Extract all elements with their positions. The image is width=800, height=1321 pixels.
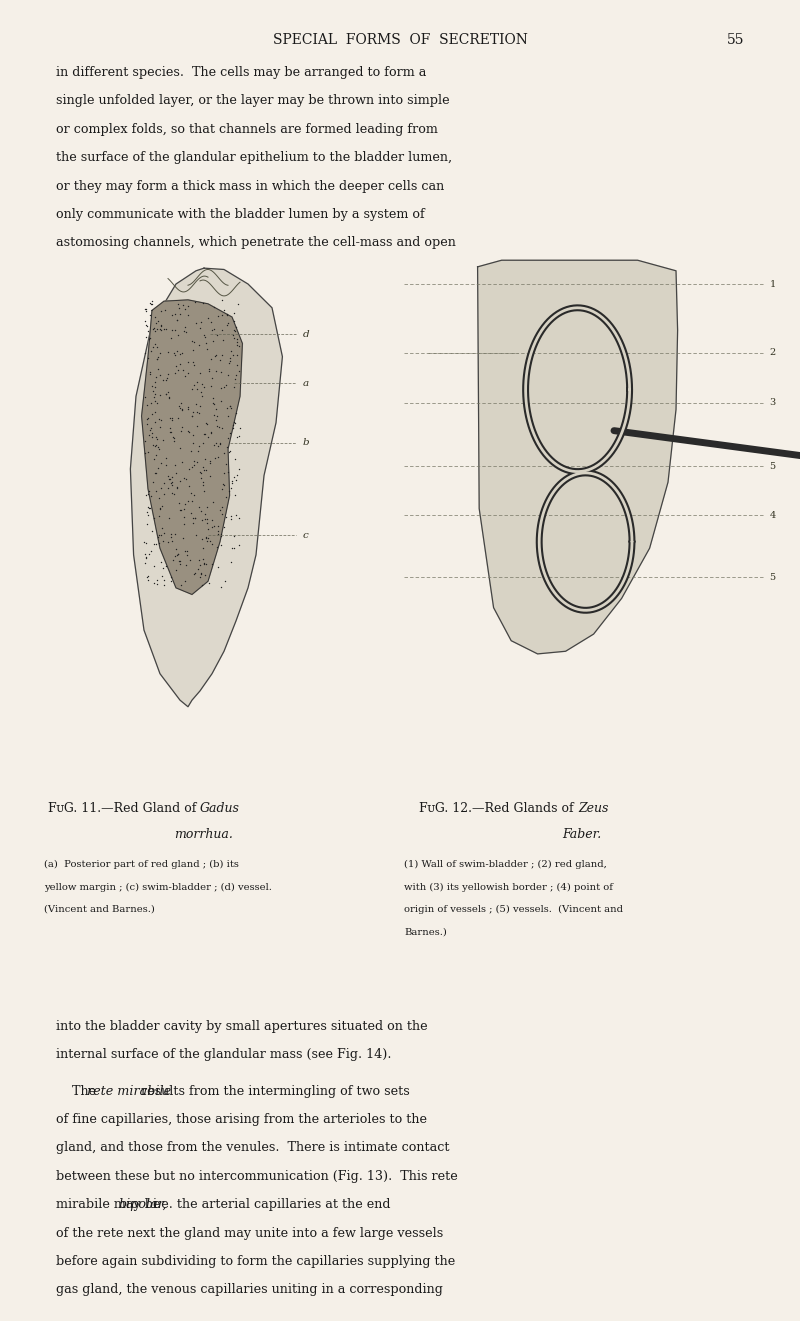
Text: 4: 4 <box>770 511 776 519</box>
Text: Faber.: Faber. <box>562 828 602 841</box>
Text: b: b <box>302 439 309 446</box>
Text: in different species.  The cells may be arranged to form a: in different species. The cells may be a… <box>56 66 426 79</box>
Text: internal surface of the glandular mass (see Fig. 14).: internal surface of the glandular mass (… <box>56 1049 391 1061</box>
Text: d: d <box>302 330 309 338</box>
Text: into the bladder cavity by small apertures situated on the: into the bladder cavity by small apertur… <box>56 1020 428 1033</box>
Polygon shape <box>478 260 678 654</box>
Text: origin of vessels ; (5) vessels.  (Vincent and: origin of vessels ; (5) vessels. (Vincen… <box>404 905 623 914</box>
Text: 1: 1 <box>770 280 776 288</box>
Text: morrhua.: morrhua. <box>174 828 234 841</box>
Text: (a)  Posterior part of red gland ; (b) its: (a) Posterior part of red gland ; (b) it… <box>44 860 239 869</box>
Text: gland, and those from the venules.  There is intimate contact: gland, and those from the venules. There… <box>56 1141 450 1155</box>
Polygon shape <box>142 300 242 594</box>
Text: astomosing channels, which penetrate the cell-mass and open: astomosing channels, which penetrate the… <box>56 236 456 250</box>
Text: Gadus: Gadus <box>200 802 240 815</box>
Text: i.e. the arterial capillaries at the end: i.e. the arterial capillaries at the end <box>149 1198 390 1211</box>
Text: FᴜG. 11.—Red Gland of: FᴜG. 11.—Red Gland of <box>48 802 200 815</box>
Text: results from the intermingling of two sets: results from the intermingling of two se… <box>138 1085 410 1098</box>
Text: rete mirabile: rete mirabile <box>87 1085 171 1098</box>
Text: The: The <box>56 1085 100 1098</box>
Text: between these but no intercommunication (Fig. 13).  This rete: between these but no intercommunication … <box>56 1170 458 1182</box>
Text: gas gland, the venous capillaries uniting in a corresponding: gas gland, the venous capillaries unitin… <box>56 1284 443 1296</box>
Text: 55: 55 <box>726 33 744 48</box>
Text: (1) Wall of swim-bladder ; (2) red gland,: (1) Wall of swim-bladder ; (2) red gland… <box>404 860 607 869</box>
Text: 2: 2 <box>770 349 776 357</box>
Text: single unfolded layer, or the layer may be thrown into simple: single unfolded layer, or the layer may … <box>56 95 450 107</box>
Text: (Vincent and Barnes.): (Vincent and Barnes.) <box>44 905 155 914</box>
Text: FᴜG. 12.—Red Glands of: FᴜG. 12.—Red Glands of <box>419 802 578 815</box>
Text: or they may form a thick mass in which the deeper cells can: or they may form a thick mass in which t… <box>56 180 444 193</box>
Text: only communicate with the bladder lumen by a system of: only communicate with the bladder lumen … <box>56 207 425 221</box>
Text: Barnes.): Barnes.) <box>404 927 447 937</box>
Polygon shape <box>130 268 282 707</box>
Text: bipolar,: bipolar, <box>118 1198 166 1211</box>
Text: with (3) its yellowish border ; (4) point of: with (3) its yellowish border ; (4) poin… <box>404 882 613 892</box>
Text: the surface of the glandular epithelium to the bladder lumen,: the surface of the glandular epithelium … <box>56 152 452 164</box>
Text: or complex folds, so that channels are formed leading from: or complex folds, so that channels are f… <box>56 123 438 136</box>
Text: of the rete next the gland may unite into a few large vessels: of the rete next the gland may unite int… <box>56 1226 443 1239</box>
Text: c: c <box>302 531 308 539</box>
Text: Zeus: Zeus <box>578 802 608 815</box>
Text: 5: 5 <box>770 573 776 581</box>
Text: mirabile may be: mirabile may be <box>56 1198 165 1211</box>
Text: of fine capillaries, those arising from the arterioles to the: of fine capillaries, those arising from … <box>56 1112 427 1125</box>
Text: SPECIAL  FORMS  OF  SECRETION: SPECIAL FORMS OF SECRETION <box>273 33 527 48</box>
Text: 3: 3 <box>770 399 776 407</box>
Text: before again subdividing to form the capillaries supplying the: before again subdividing to form the cap… <box>56 1255 455 1268</box>
Text: yellow margin ; (c) swim-bladder ; (d) vessel.: yellow margin ; (c) swim-bladder ; (d) v… <box>44 882 272 892</box>
Text: a: a <box>302 379 309 387</box>
Text: 5: 5 <box>770 462 776 470</box>
